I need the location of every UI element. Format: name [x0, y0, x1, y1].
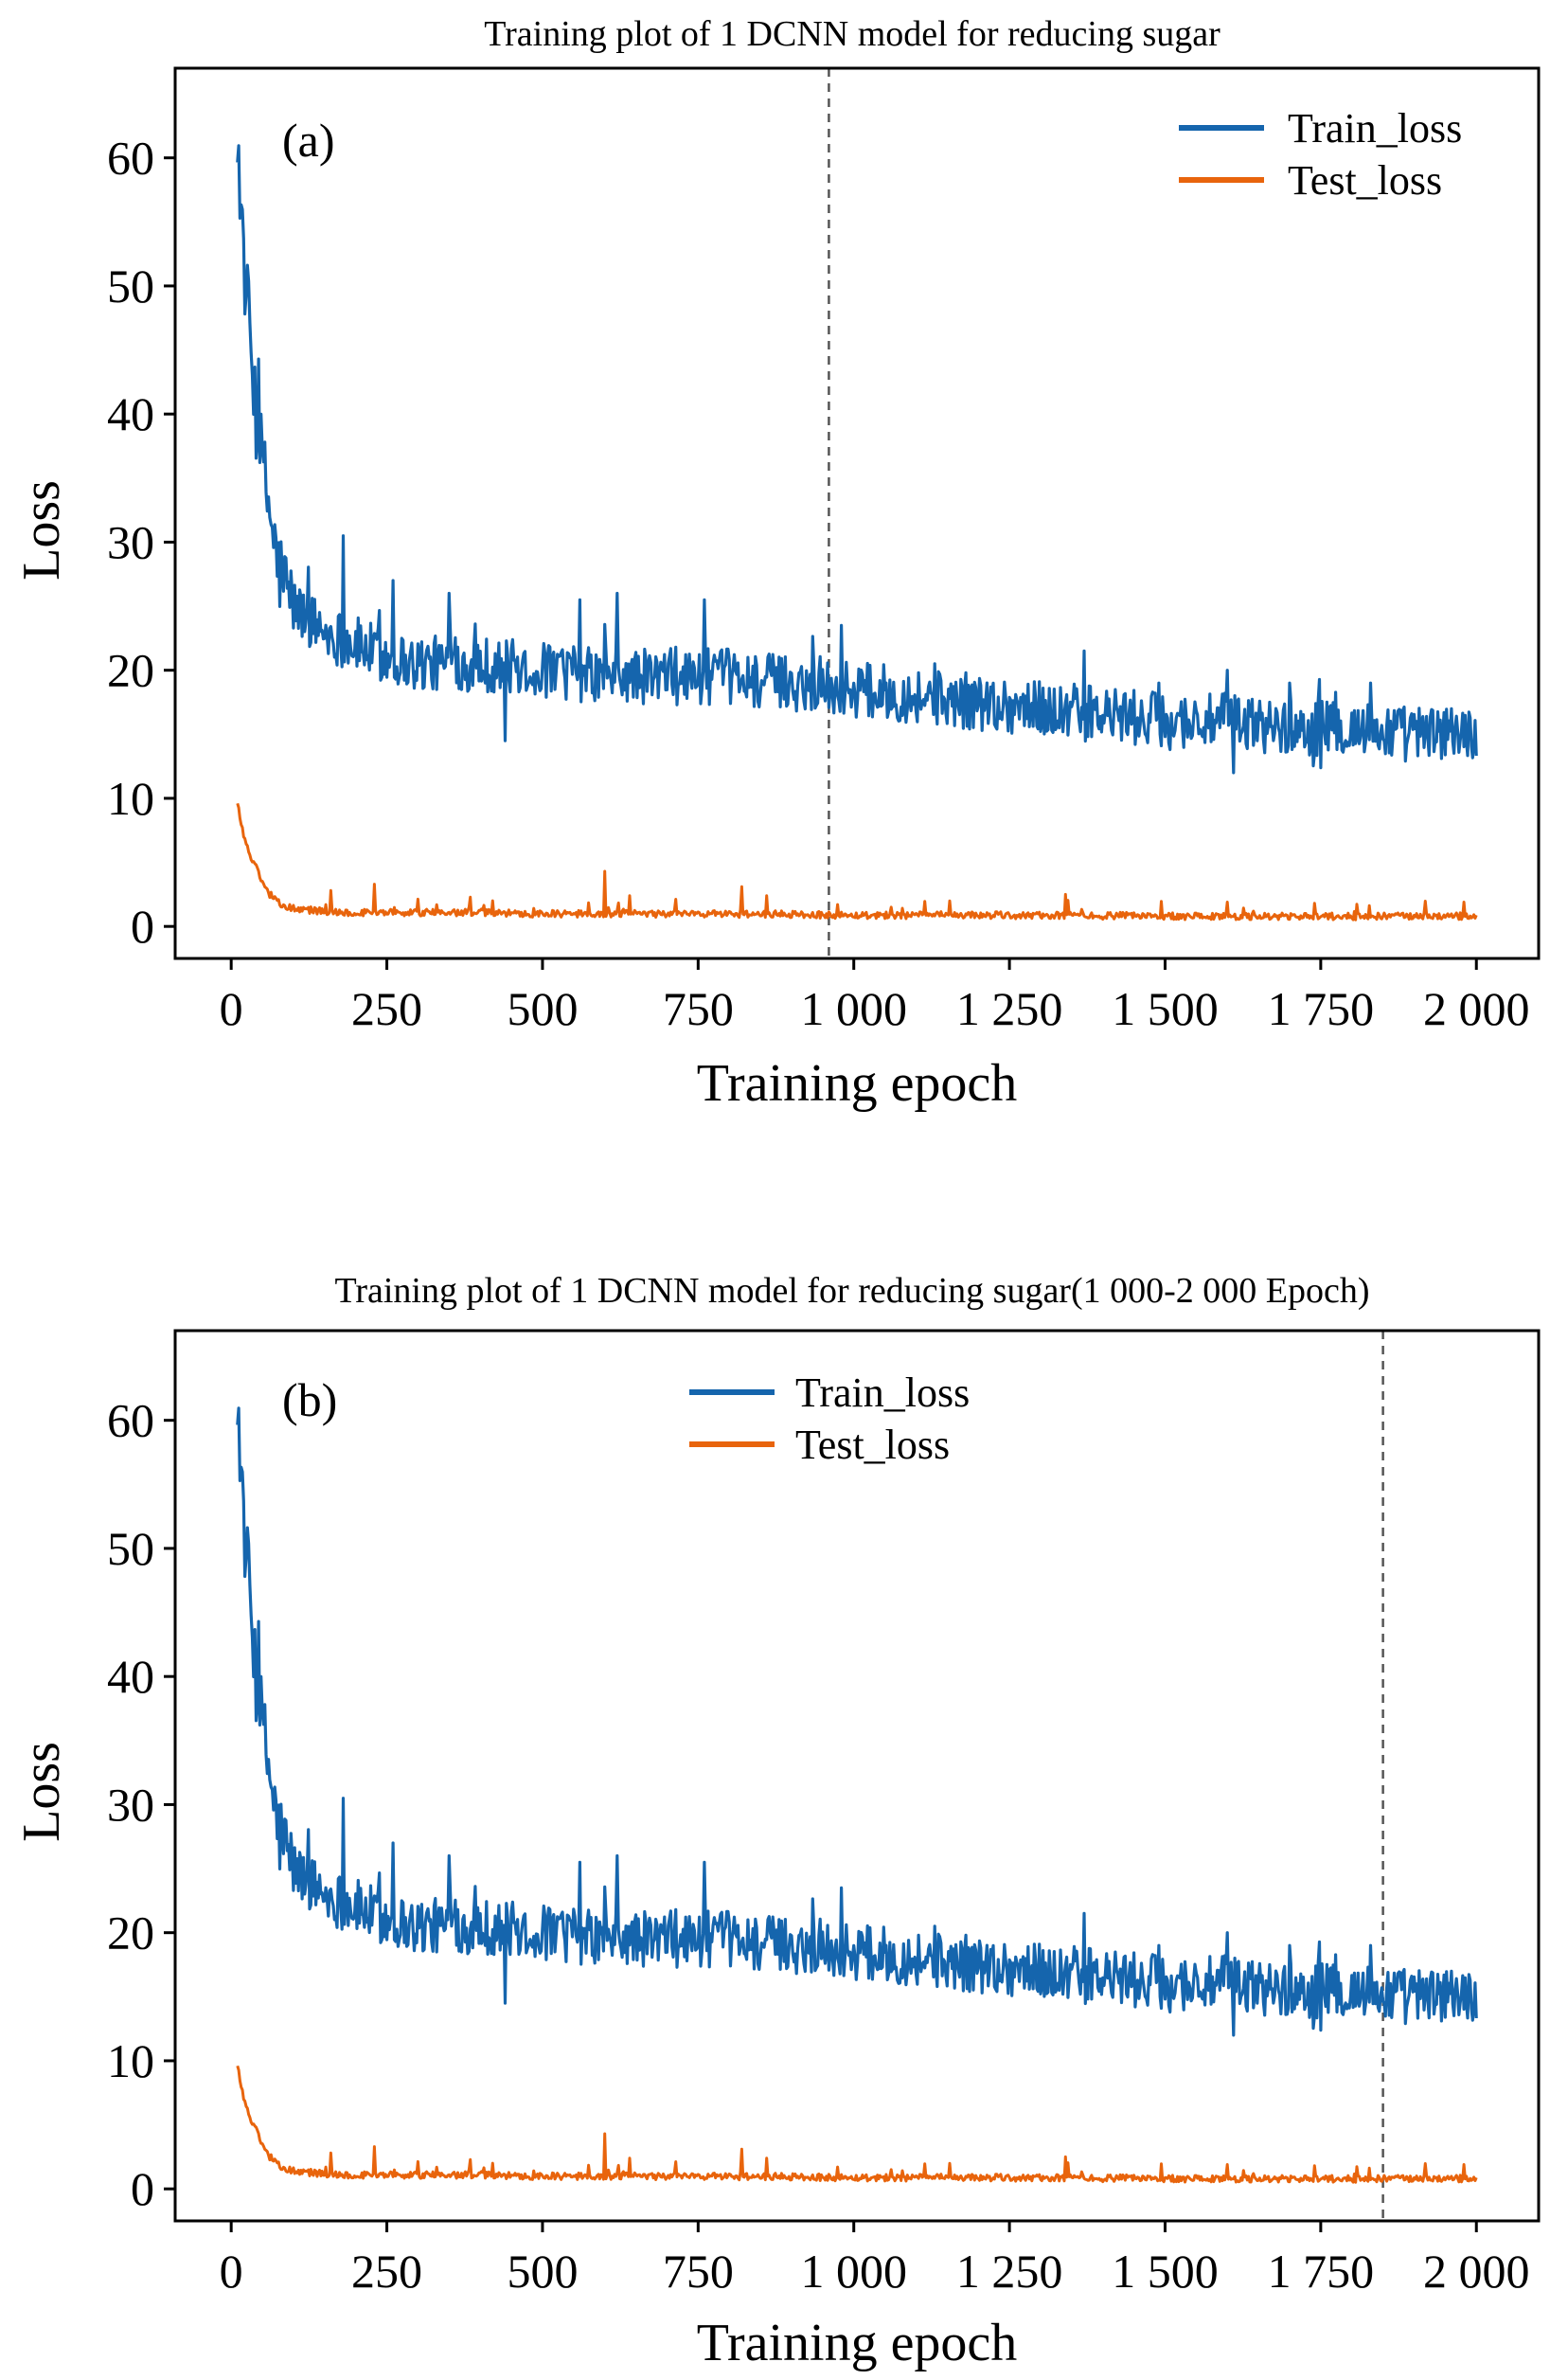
y-tick-label: 60 — [107, 1394, 154, 1447]
x-tick-label: 750 — [663, 2245, 734, 2298]
x-tick-label: 1 000 — [800, 982, 907, 1035]
chart-title: Training plot of 1 DCNN model for reduci… — [334, 1271, 1369, 1311]
chart-a: Training plot of 1 DCNN model for reduci… — [12, 14, 1541, 1113]
plot-area: 0 250 500 750 1 000 1 250 1 500 1 750 2 000 0 10 20… — [107, 68, 1529, 1035]
y-tick-label: 10 — [107, 2034, 154, 2087]
y-axis-label: Loss — [12, 480, 71, 581]
x-tick-label: 250 — [351, 982, 422, 1035]
x-tick-label: 1 250 — [956, 982, 1063, 1035]
plot-frame — [173, 66, 1541, 960]
legend: Train_loss Test_loss — [1179, 105, 1462, 204]
chart-title: Training plot of 1 DCNN model for reduci… — [484, 14, 1220, 54]
x-tick-label: 750 — [663, 982, 734, 1035]
plot-frame — [173, 1329, 1541, 2223]
x-tick-label: 2 000 — [1423, 2245, 1530, 2298]
panel-label: (a) — [282, 114, 335, 167]
x-tick-label: 1 000 — [800, 2245, 907, 2298]
x-axis-label: Training epoch — [697, 2314, 1018, 2372]
legend: Train_loss Test_loss — [689, 1369, 970, 1468]
y-tick-label: 20 — [107, 1906, 154, 1959]
x-tick-label: 250 — [351, 2245, 422, 2298]
x-axis-label: Training epoch — [697, 1054, 1018, 1113]
x-tick-label: 0 — [220, 2245, 243, 2298]
series-line-train-loss — [236, 1406, 1478, 2037]
x-tick-label: 1 750 — [1268, 982, 1375, 1035]
y-tick-label: 0 — [131, 2162, 154, 2215]
x-tick-label: 1 250 — [956, 2245, 1063, 2298]
y-tick-label: 20 — [107, 644, 154, 697]
x-tick-label: 1 500 — [1112, 982, 1219, 1035]
series-line-test-loss — [236, 802, 1478, 922]
y-tick-label: 50 — [107, 259, 154, 313]
x-tick-label: 500 — [507, 2245, 578, 2298]
y-tick-label: 40 — [107, 1650, 154, 1703]
y-tick-label: 40 — [107, 387, 154, 440]
y-axis-label: Loss — [12, 1742, 71, 1842]
x-tick-label: 2 000 — [1423, 982, 1530, 1035]
legend-label-train: Train_loss — [1288, 105, 1462, 152]
plot-area: 0 250 500 750 1 000 1 250 1 500 1 750 2 000 0 10 20… — [107, 1331, 1529, 2298]
y-tick-label: 30 — [107, 1778, 154, 1831]
legend-label-test: Test_loss — [1288, 157, 1442, 204]
chart-b: Training plot of 1 DCNN model for reduci… — [12, 1271, 1541, 2372]
panel-label: (b) — [282, 1373, 337, 1426]
y-tick-label: 50 — [107, 1522, 154, 1575]
series-line-test-loss — [236, 2065, 1478, 2184]
x-tick-label: 1 500 — [1112, 2245, 1219, 2298]
y-tick-label: 0 — [131, 900, 154, 953]
y-tick-label: 30 — [107, 515, 154, 568]
legend-label-train: Train_loss — [795, 1369, 970, 1416]
y-tick-label: 60 — [107, 132, 154, 185]
x-tick-label: 0 — [220, 982, 243, 1035]
y-tick-label: 10 — [107, 772, 154, 825]
legend-label-test: Test_loss — [795, 1422, 950, 1468]
x-tick-label: 500 — [507, 982, 578, 1035]
x-tick-label: 1 750 — [1268, 2245, 1375, 2298]
series-line-train-loss — [236, 144, 1478, 775]
